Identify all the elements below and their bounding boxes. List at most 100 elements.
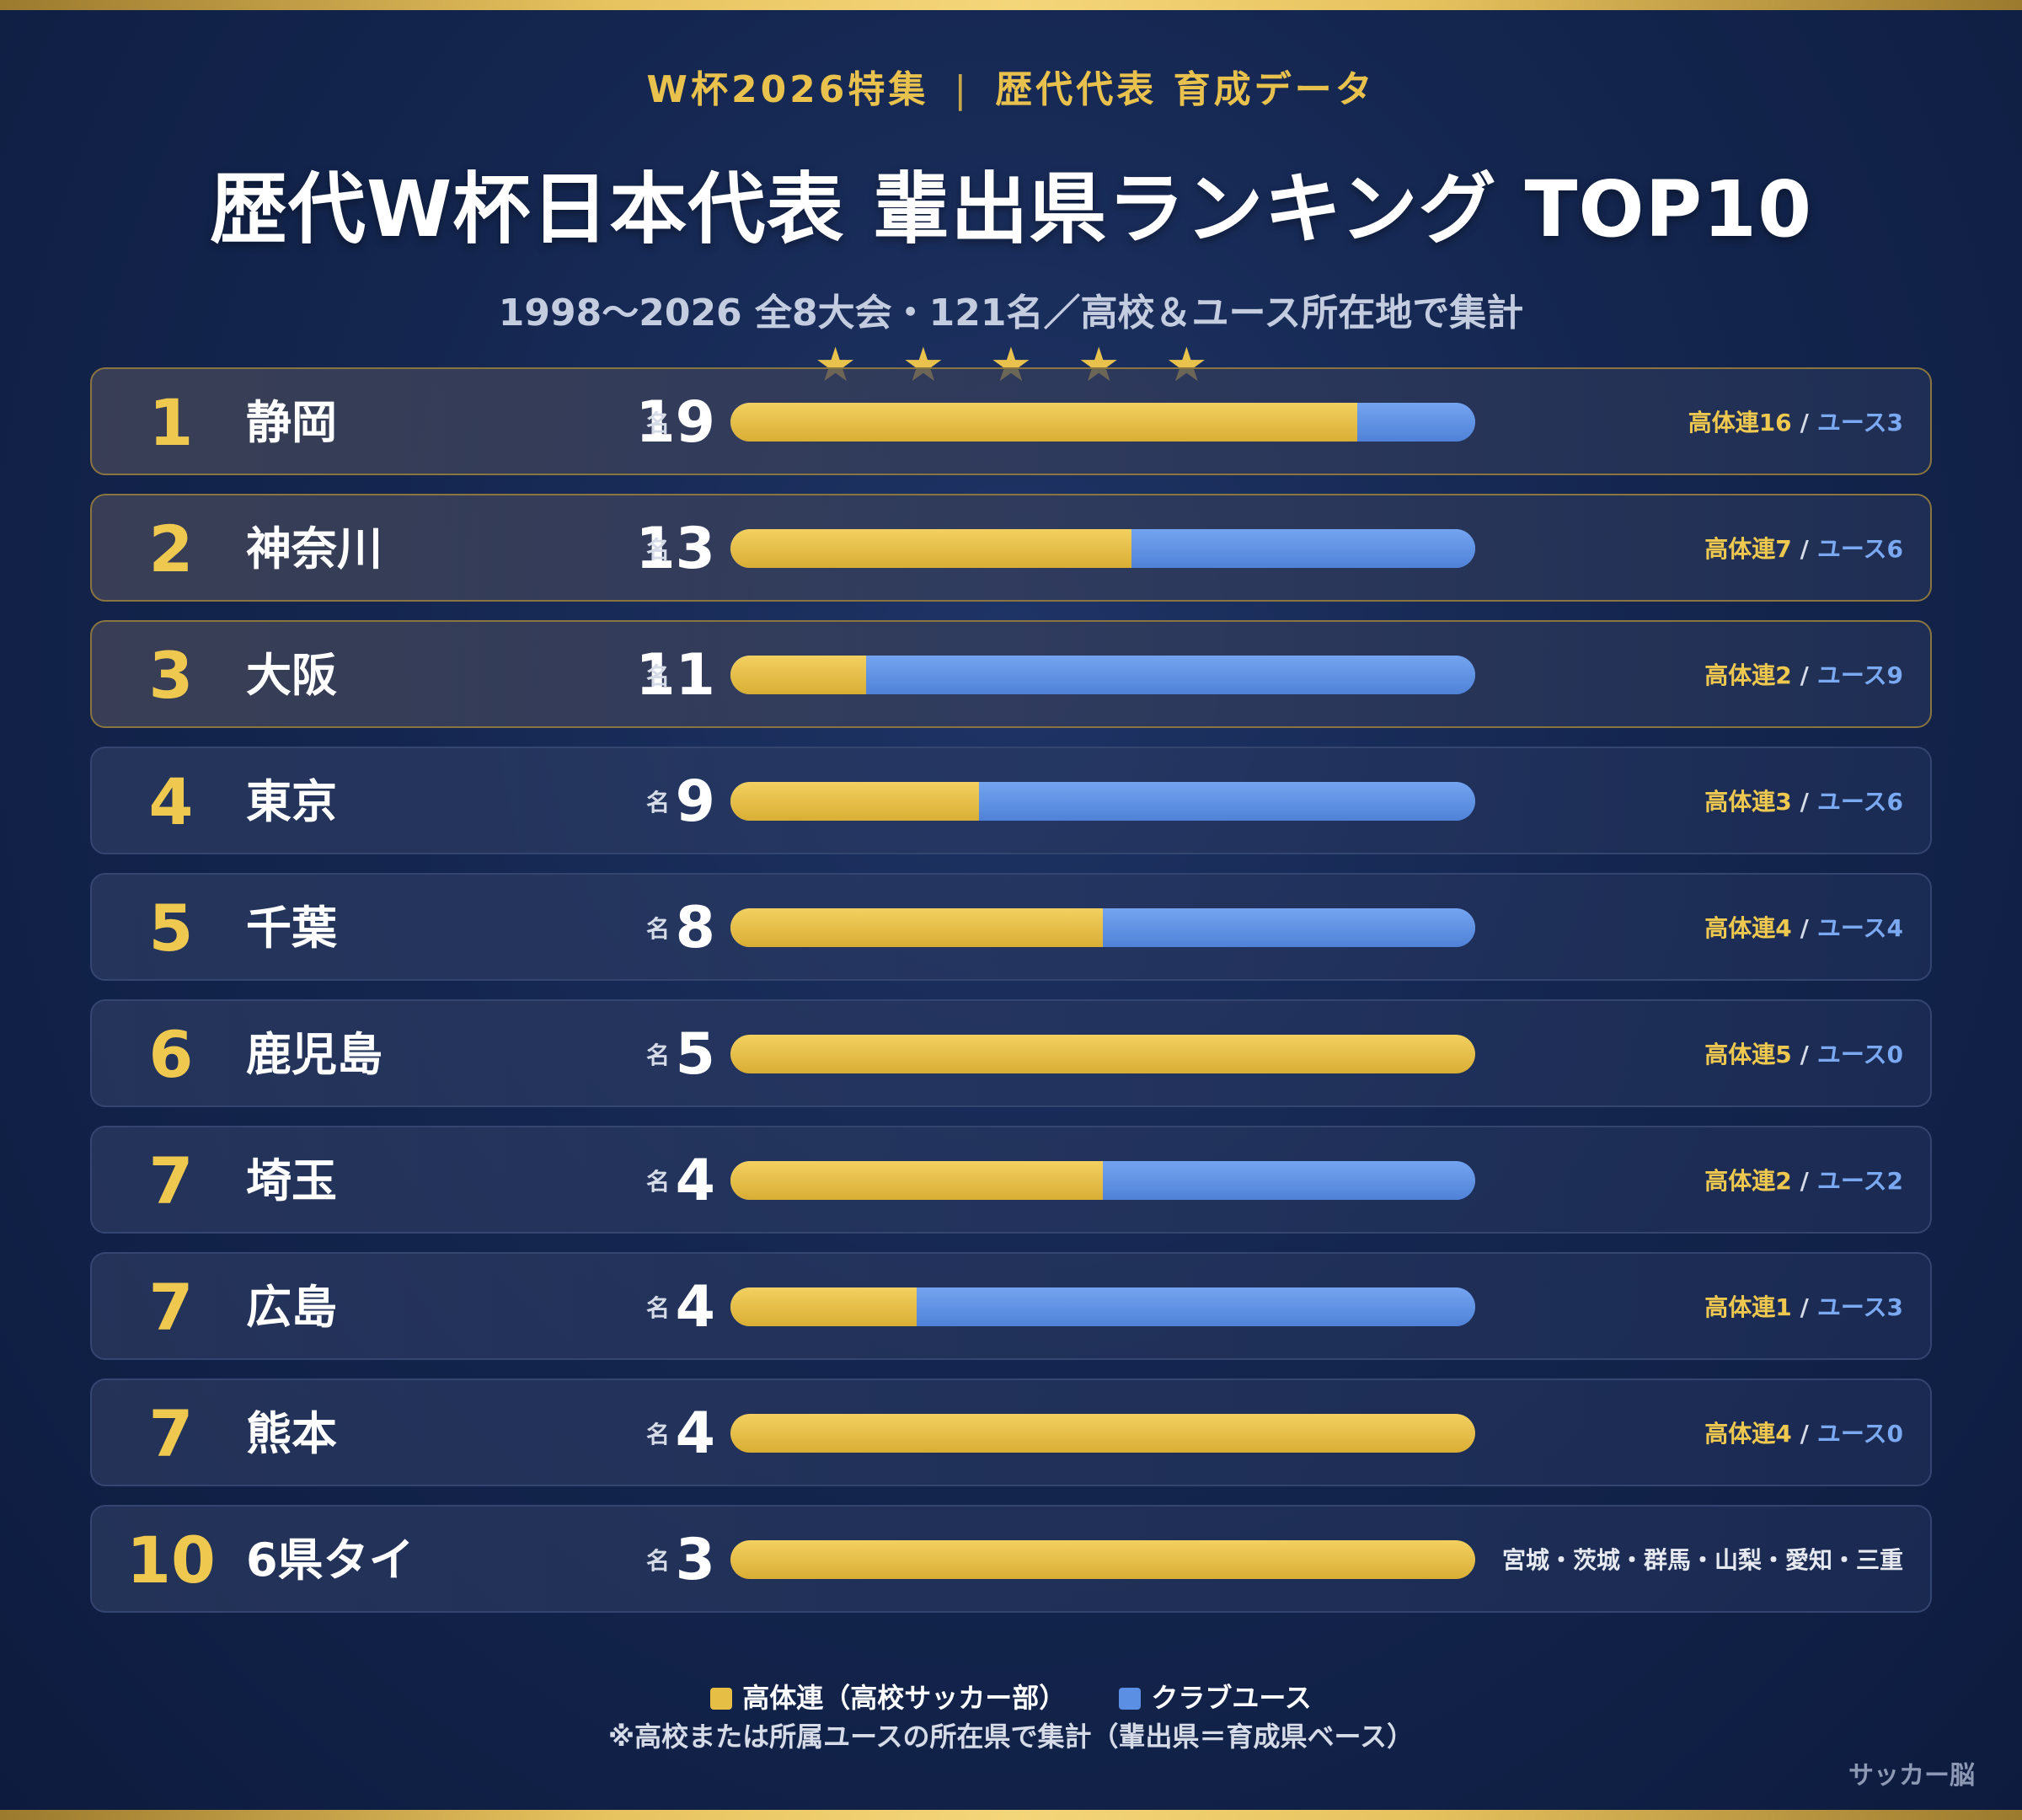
breakdown-separator: / xyxy=(1800,661,1809,689)
rank-number: 7 xyxy=(148,1396,194,1471)
kicker-left: W杯2026特集 xyxy=(646,68,929,111)
top-gold-border xyxy=(0,0,2022,10)
breakdown-label: 高体連4 /ユース4 xyxy=(1704,875,1903,982)
youth-count-label: ユース4 xyxy=(1816,914,1903,942)
legend-item-youth: クラブユース xyxy=(1119,1677,1312,1716)
count-unit: 名 xyxy=(646,1168,671,1196)
ranking-row: 4 東京 9 名 高体連3 /ユース6 xyxy=(90,747,1932,854)
player-count: 4 xyxy=(675,1400,715,1467)
bar-segment-youth xyxy=(1103,1161,1475,1200)
breakdown-label: 宮城・茨城・群馬・山梨・愛知・三重 xyxy=(1502,1507,1903,1614)
prefecture-name: 千葉 xyxy=(246,902,337,955)
bar-segment-highschool xyxy=(730,908,1103,947)
breakdown-label: 高体連4 /ユース0 xyxy=(1704,1380,1903,1488)
count-unit: 名 xyxy=(646,789,671,816)
prefecture-name: 広島 xyxy=(246,1281,337,1334)
youth-count-label: ユース0 xyxy=(1816,1041,1903,1068)
prefecture-name: 熊本 xyxy=(246,1407,337,1460)
count-unit: 名 xyxy=(646,662,671,690)
ranking-row: 3 大阪 11 名 高体連2 /ユース9 xyxy=(90,620,1932,728)
breakdown-separator: / xyxy=(1800,1293,1809,1321)
breakdown-label: 高体連16 / ユース3 xyxy=(1688,369,1903,477)
highschool-count-label: 高体連3 xyxy=(1704,788,1792,816)
subtitle: 1998〜2026 全8大会・121名／高校＆ユース所在地で集計 xyxy=(498,292,1524,335)
bar-segment-highschool xyxy=(730,782,979,821)
bar-segment-youth xyxy=(978,782,1475,821)
count-unit: 名 xyxy=(646,1547,671,1575)
breakdown-separator: / xyxy=(1800,1167,1809,1195)
count-unit: 名 xyxy=(646,1294,671,1322)
breakdown-label: 高体連1 /ユース3 xyxy=(1704,1254,1903,1362)
ranking-row: 5 千葉 8 名 高体連4 /ユース4 xyxy=(90,873,1932,981)
player-count: 11 xyxy=(635,642,715,709)
highschool-count-label: 高体連4 xyxy=(1704,1420,1792,1448)
rank-number: 3 xyxy=(148,638,194,713)
count-unit: 名 xyxy=(646,536,671,564)
count-unit: 名 xyxy=(646,1041,671,1069)
breakdown-separator: / xyxy=(1800,788,1809,816)
stacked-bar xyxy=(730,1540,1475,1579)
stacked-bar xyxy=(730,1035,1475,1073)
legend: 高体連（高校サッカー部） クラブユース xyxy=(0,1677,2022,1716)
legend-swatch-youth xyxy=(1119,1688,1142,1710)
player-count: 8 xyxy=(675,895,715,961)
player-count: 4 xyxy=(675,1274,715,1341)
youth-count-label: ユース9 xyxy=(1816,661,1903,689)
ranking-row: 1 静岡 19 名 高体連16 / ユース3 xyxy=(90,367,1932,475)
stacked-bar xyxy=(730,403,1475,442)
bar-segment-youth xyxy=(917,1287,1475,1326)
youth-count-label: ユース0 xyxy=(1816,1420,1903,1448)
bar-segment-highschool xyxy=(730,656,866,694)
bar-segment-highschool xyxy=(730,1414,1475,1453)
breakdown-separator: / xyxy=(1800,1041,1809,1068)
count-unit: 名 xyxy=(646,1421,671,1448)
ranking-row: 2 神奈川 13 名 高体連7 /ユース6 xyxy=(90,494,1932,602)
highschool-count-label: 高体連1 xyxy=(1704,1293,1792,1321)
bar-segment-highschool xyxy=(730,1035,1475,1073)
breakdown-label: 高体連2 /ユース9 xyxy=(1704,622,1903,730)
player-count: 9 xyxy=(675,768,715,835)
bar-segment-highschool xyxy=(730,529,1131,568)
bar-segment-youth xyxy=(1357,403,1475,442)
stacked-bar xyxy=(730,1161,1475,1200)
rank-number: 10 xyxy=(126,1523,216,1598)
highschool-count-label: 高体連16 xyxy=(1688,409,1792,436)
ranking-row: 10 6県タイ 3 名 宮城・茨城・群馬・山梨・愛知・三重 xyxy=(90,1505,1932,1613)
youth-count-label: ユース3 xyxy=(1816,409,1903,436)
rank-number: 5 xyxy=(148,891,194,966)
kicker: W杯2026特集 | 歴代代表 育成データ xyxy=(0,59,2022,113)
highschool-count-label: 高体連2 xyxy=(1704,661,1792,689)
bar-segment-highschool xyxy=(730,1540,1475,1579)
kicker-separator: | xyxy=(954,68,971,111)
ranking-row: 6 鹿児島 5 名 高体連5 / ユース0 xyxy=(90,999,1932,1107)
rank-number: 6 xyxy=(148,1017,194,1092)
bar-segment-youth xyxy=(865,656,1475,694)
rank-number: 7 xyxy=(148,1143,194,1218)
prefecture-name: 大阪 xyxy=(246,649,337,702)
player-count: 4 xyxy=(675,1148,715,1214)
youth-count-label: ユース3 xyxy=(1816,1293,1903,1321)
breakdown-label: 高体連7 /ユース6 xyxy=(1704,495,1903,603)
youth-count-label: ユース6 xyxy=(1816,788,1903,816)
player-count: 19 xyxy=(635,389,715,456)
legend-label-youth: クラブユース xyxy=(1151,1682,1312,1714)
ranking-chart: 1 静岡 19 名高体連16/ユース3 2 神奈川 13 名高体連7/ユース6 3 大阪 11 名高体… xyxy=(90,367,1932,1631)
player-count: 13 xyxy=(635,516,715,582)
count-unit: 名 xyxy=(646,915,671,943)
bar-segment-highschool xyxy=(730,1161,1103,1200)
stacked-bar xyxy=(730,656,1475,694)
highschool-count-label: 高体連2 xyxy=(1704,1167,1792,1195)
prefecture-name: 埼玉 xyxy=(246,1154,337,1207)
credit: サッカー脳 xyxy=(1848,1761,1975,1791)
ranking-row: 7 埼玉 4 名 高体連2 /ユース2 xyxy=(90,1126,1932,1234)
breakdown-label: 高体連2 /ユース2 xyxy=(1704,1127,1903,1235)
legend-label-highschool: 高体連（高校サッカー部） xyxy=(742,1682,1067,1714)
stacked-bar xyxy=(730,1287,1475,1326)
highschool-count-label: 高体連5 xyxy=(1704,1041,1792,1068)
prefecture-name: 鹿児島 xyxy=(246,1028,382,1081)
youth-count-label: ユース2 xyxy=(1816,1167,1903,1195)
highschool-count-label: 高体連7 xyxy=(1704,535,1792,563)
stacked-bar xyxy=(730,908,1475,947)
breakdown-label: 高体連3 /ユース6 xyxy=(1704,748,1903,856)
bar-segment-highschool xyxy=(730,1287,917,1326)
